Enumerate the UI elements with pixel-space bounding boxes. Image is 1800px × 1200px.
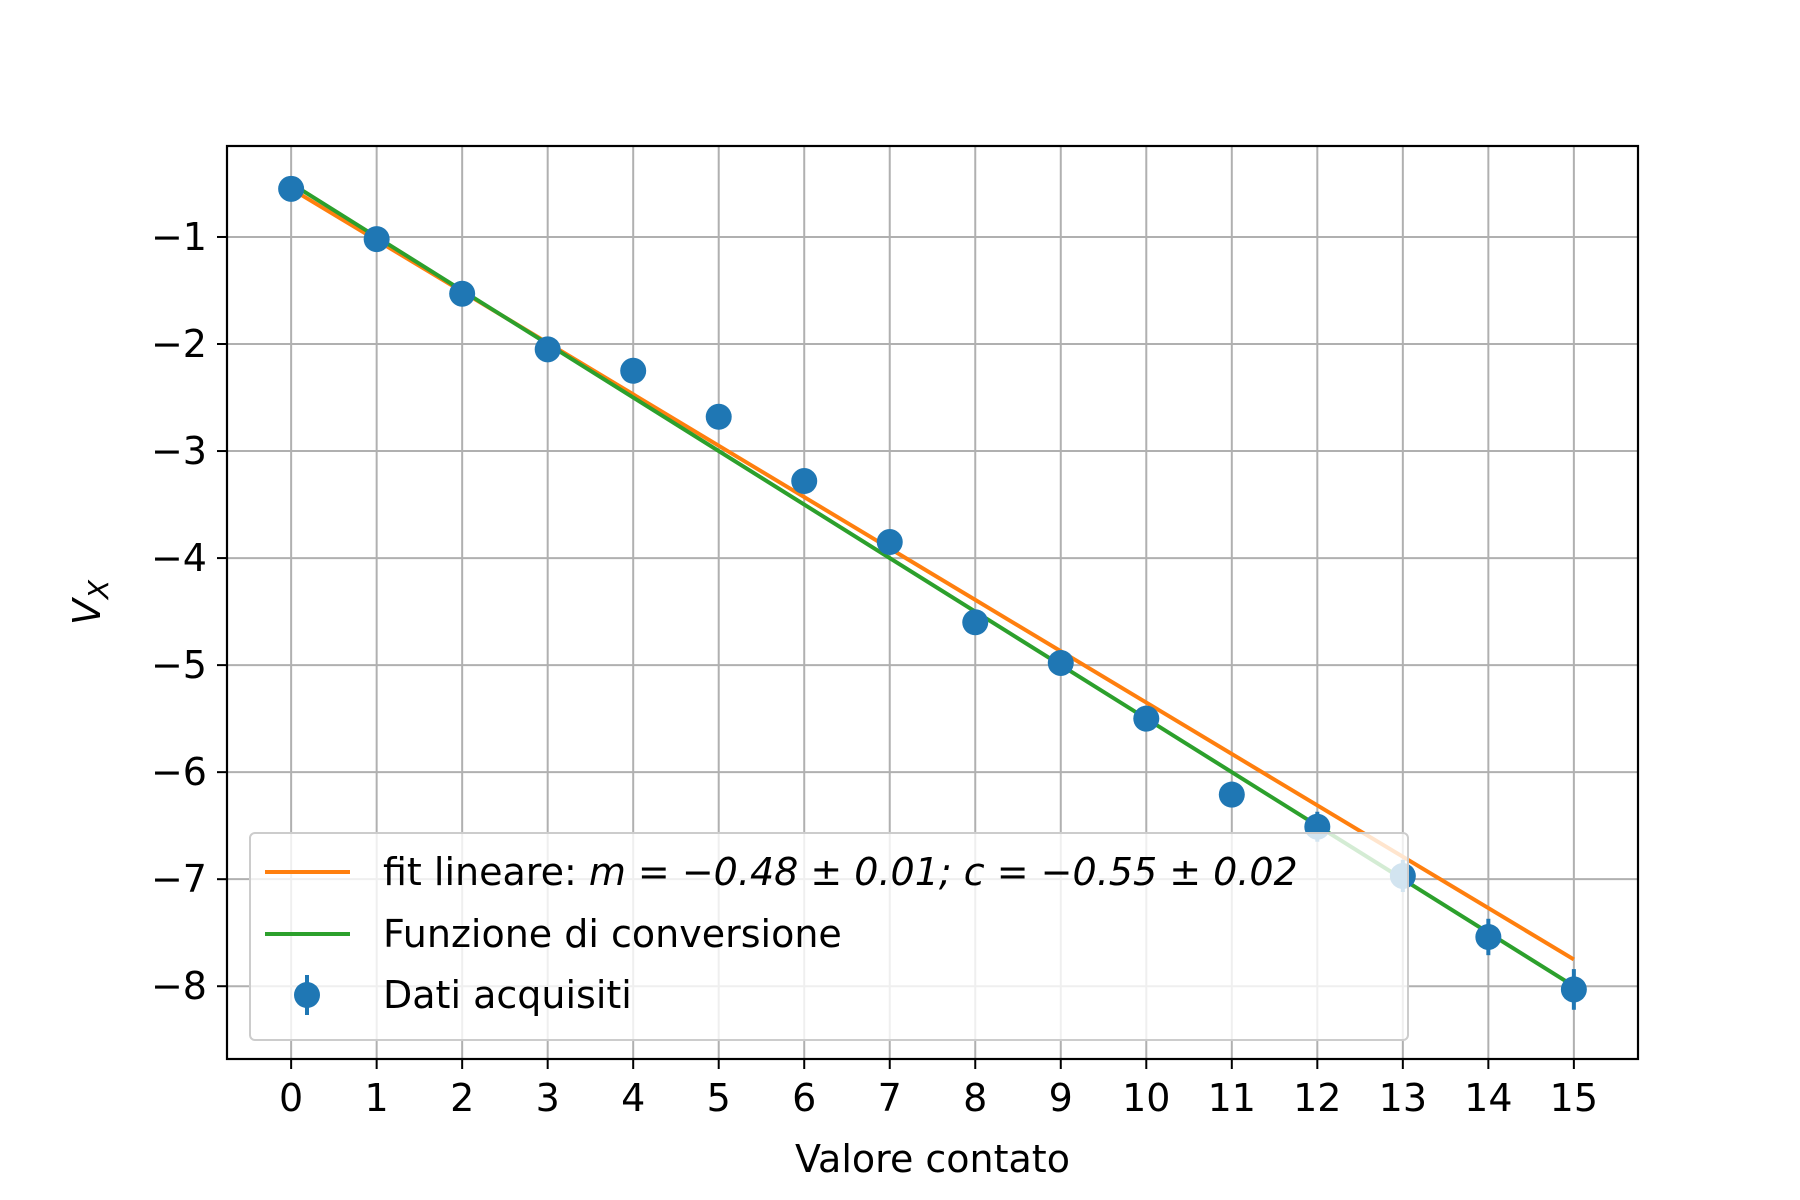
x-tick-label: 0 (279, 1076, 303, 1120)
data-point (363, 226, 390, 253)
x-tick-label: 6 (792, 1076, 816, 1120)
x-tick-label: 5 (707, 1076, 731, 1120)
data-point (876, 529, 903, 556)
legend-box (249, 832, 1409, 1041)
y-tick-label: −2 (151, 322, 207, 366)
y-tick-label: −8 (151, 964, 207, 1008)
data-point (1475, 923, 1502, 950)
data-point (534, 336, 561, 363)
x-tick-label: 11 (1208, 1076, 1256, 1120)
y-tick-label: −1 (151, 215, 207, 259)
x-tick-label: 10 (1122, 1076, 1170, 1120)
data-point (1560, 976, 1587, 1003)
y-axis-label-subscript: X (82, 579, 115, 601)
x-tick-label: 1 (365, 1076, 389, 1120)
data-point (620, 357, 647, 384)
y-tick-label: −3 (151, 429, 207, 473)
data-point (705, 403, 732, 430)
x-tick-label: 13 (1379, 1076, 1427, 1120)
x-tick-label: 15 (1550, 1076, 1598, 1120)
x-tick-label: 2 (450, 1076, 474, 1120)
plot-frame (225, 144, 1640, 1061)
legend-label-conversion: Funzione di conversione (383, 912, 842, 956)
legend-swatch-data (294, 975, 320, 1015)
x-tick-label: 8 (963, 1076, 987, 1120)
x-axis: 0 1 2 3 4 5 6 7 8 9 10 11 12 13 14 15 (279, 1059, 1598, 1120)
data-point (962, 609, 989, 636)
x-tick-label: 7 (878, 1076, 902, 1120)
legend: fit lineare: m = −0.48 ± 0.01; c = −0.55… (249, 832, 1409, 1041)
data-point (1133, 705, 1160, 732)
x-tick-label: 14 (1464, 1076, 1512, 1120)
legend-label-fit-prefix: fit lineare: (383, 850, 589, 894)
legend-label-fit: fit lineare: m = −0.48 ± 0.01; c = −0.55… (383, 850, 1298, 894)
x-tick-label: 3 (536, 1076, 560, 1120)
y-tick-label: −4 (151, 536, 207, 580)
y-tick-label: −7 (151, 857, 207, 901)
data-point (1047, 649, 1074, 676)
legend-swatch-data-marker (294, 982, 320, 1008)
legend-label-data: Dati acquisiti (383, 973, 632, 1017)
x-tick-label: 4 (621, 1076, 645, 1120)
data-point (1218, 781, 1245, 808)
y-axis-label-base: V (65, 596, 109, 625)
x-axis-label: Valore contato (795, 1137, 1070, 1181)
x-tick-label: 12 (1293, 1076, 1341, 1120)
data-point (278, 175, 305, 202)
data-point (449, 280, 476, 307)
y-axis: −1 −2 −3 −4 −5 −6 −7 −8 (151, 215, 227, 1008)
data-point (791, 468, 818, 495)
y-tick-label: −5 (151, 643, 207, 687)
y-axis-label: VX (65, 579, 115, 625)
x-tick-label: 9 (1049, 1076, 1073, 1120)
y-tick-label: −6 (151, 750, 207, 794)
legend-label-fit-math: m = −0.48 ± 0.01; c = −0.55 ± 0.02 (589, 850, 1298, 894)
